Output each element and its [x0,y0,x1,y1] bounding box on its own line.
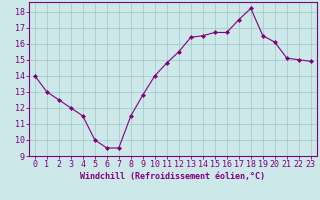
X-axis label: Windchill (Refroidissement éolien,°C): Windchill (Refroidissement éolien,°C) [80,172,265,181]
